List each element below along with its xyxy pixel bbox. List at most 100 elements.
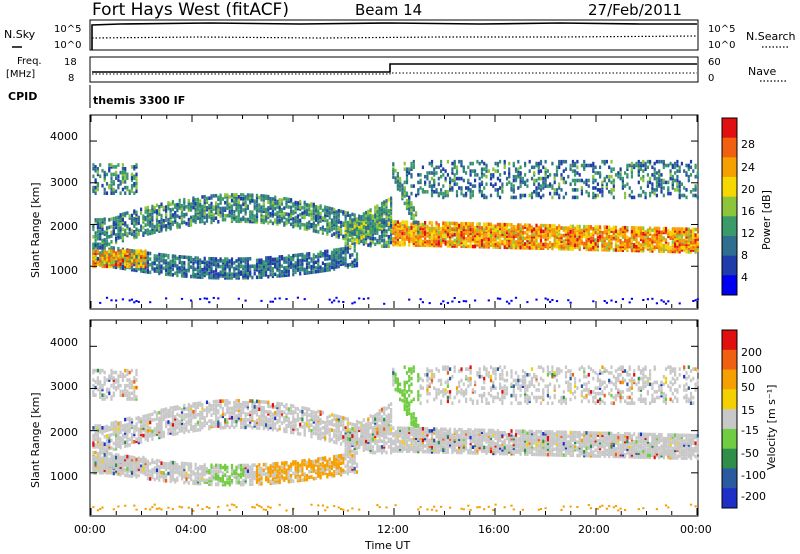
echo-cell <box>478 190 481 194</box>
echo-cell <box>599 190 602 194</box>
echo-cell <box>392 225 395 230</box>
echo-cell <box>478 244 481 249</box>
echo-cell <box>649 237 652 242</box>
echo-cell <box>280 271 284 276</box>
echo-cell <box>171 213 174 217</box>
echo-cell <box>117 228 120 233</box>
echo-cell <box>530 176 534 181</box>
echo-cell <box>112 260 115 265</box>
echo-cell <box>303 271 306 275</box>
echo-cell <box>130 217 134 222</box>
echo-cell <box>383 202 386 206</box>
echo-cell <box>476 227 479 232</box>
echo-cell <box>630 237 633 241</box>
echo-cell <box>669 249 672 254</box>
echo-cell <box>501 188 504 192</box>
echo-cell <box>599 227 602 231</box>
echo-cell <box>115 453 118 457</box>
echo-cell <box>633 243 636 247</box>
echo-cell <box>258 260 261 264</box>
echo-cell <box>244 197 247 201</box>
echo-cell <box>212 270 215 274</box>
echo-cell <box>317 220 320 225</box>
echo-cell <box>328 221 331 226</box>
echo-cell <box>92 223 95 228</box>
echo-cell <box>103 427 106 431</box>
echo-cell <box>278 274 281 278</box>
echo-cell <box>674 161 677 166</box>
echo-cell <box>564 247 568 251</box>
echo-cell <box>678 195 681 200</box>
echo-cell <box>344 241 347 246</box>
echo-cell <box>140 262 143 267</box>
echo-cell <box>396 220 399 224</box>
echo-cell <box>612 227 615 232</box>
echo-cell <box>171 254 174 258</box>
echo-cell <box>401 227 404 232</box>
echo-cell <box>274 212 277 217</box>
echo-cell <box>601 234 604 239</box>
echo-cell <box>667 228 670 233</box>
echo-cell <box>119 440 122 444</box>
echo-cell <box>387 197 390 202</box>
echo-cell <box>271 267 274 271</box>
echo-cell <box>299 253 302 257</box>
echo-cell <box>655 228 658 233</box>
echo-cell <box>299 212 302 217</box>
echo-cell <box>337 214 340 219</box>
echo-cell <box>503 245 506 250</box>
echo-cell <box>460 191 463 196</box>
echo-cell <box>94 220 97 224</box>
echo-cell <box>101 471 104 475</box>
echo-cell <box>524 236 527 241</box>
echo-cell <box>405 180 409 185</box>
echo-cell <box>353 213 356 217</box>
echo-cell <box>430 193 434 198</box>
echo-cell <box>512 161 515 166</box>
echo-cell <box>460 229 463 233</box>
echo-cell <box>271 257 274 262</box>
echo-cell <box>149 231 152 236</box>
echo-cell <box>569 182 572 186</box>
echo-cell <box>226 200 229 205</box>
echo-cell <box>510 188 513 192</box>
echo-cell <box>387 222 390 226</box>
echo-cell <box>526 244 529 248</box>
echo-cell <box>335 255 338 260</box>
echo-cell <box>283 196 286 201</box>
echo-cell <box>103 425 106 429</box>
echo-cell <box>94 243 97 247</box>
echo-cell <box>335 259 338 263</box>
echo-cell <box>483 186 486 190</box>
echo-cell <box>101 231 104 235</box>
echo-cell <box>596 227 599 231</box>
echo-cell <box>230 215 234 220</box>
echo-cell <box>596 225 599 229</box>
echo-cell <box>430 176 434 181</box>
echo-cell <box>174 212 177 217</box>
echo-cell <box>487 226 490 230</box>
echo-cell <box>555 173 559 177</box>
echo-cell <box>246 275 249 280</box>
echo-cell <box>589 236 593 240</box>
echo-cell <box>440 234 443 239</box>
echo-cell <box>110 249 113 253</box>
echo-cell <box>478 226 481 230</box>
echo-cell <box>105 453 109 458</box>
echo-cell <box>380 231 384 235</box>
echo-cell <box>696 171 699 175</box>
echo-cell <box>185 268 188 273</box>
echo-cell <box>317 265 320 270</box>
echo-cell <box>194 198 197 202</box>
echo-cell <box>126 185 129 190</box>
echo-cell <box>601 186 604 190</box>
echo-cell <box>351 241 354 245</box>
echo-cell <box>676 231 679 235</box>
echo-cell <box>571 169 574 173</box>
echo-cell <box>244 195 247 199</box>
echo-cell <box>555 235 559 240</box>
echo-cell <box>526 223 529 228</box>
echo-cell <box>637 243 640 247</box>
echo-cell <box>499 234 502 238</box>
echo-cell <box>346 242 349 246</box>
